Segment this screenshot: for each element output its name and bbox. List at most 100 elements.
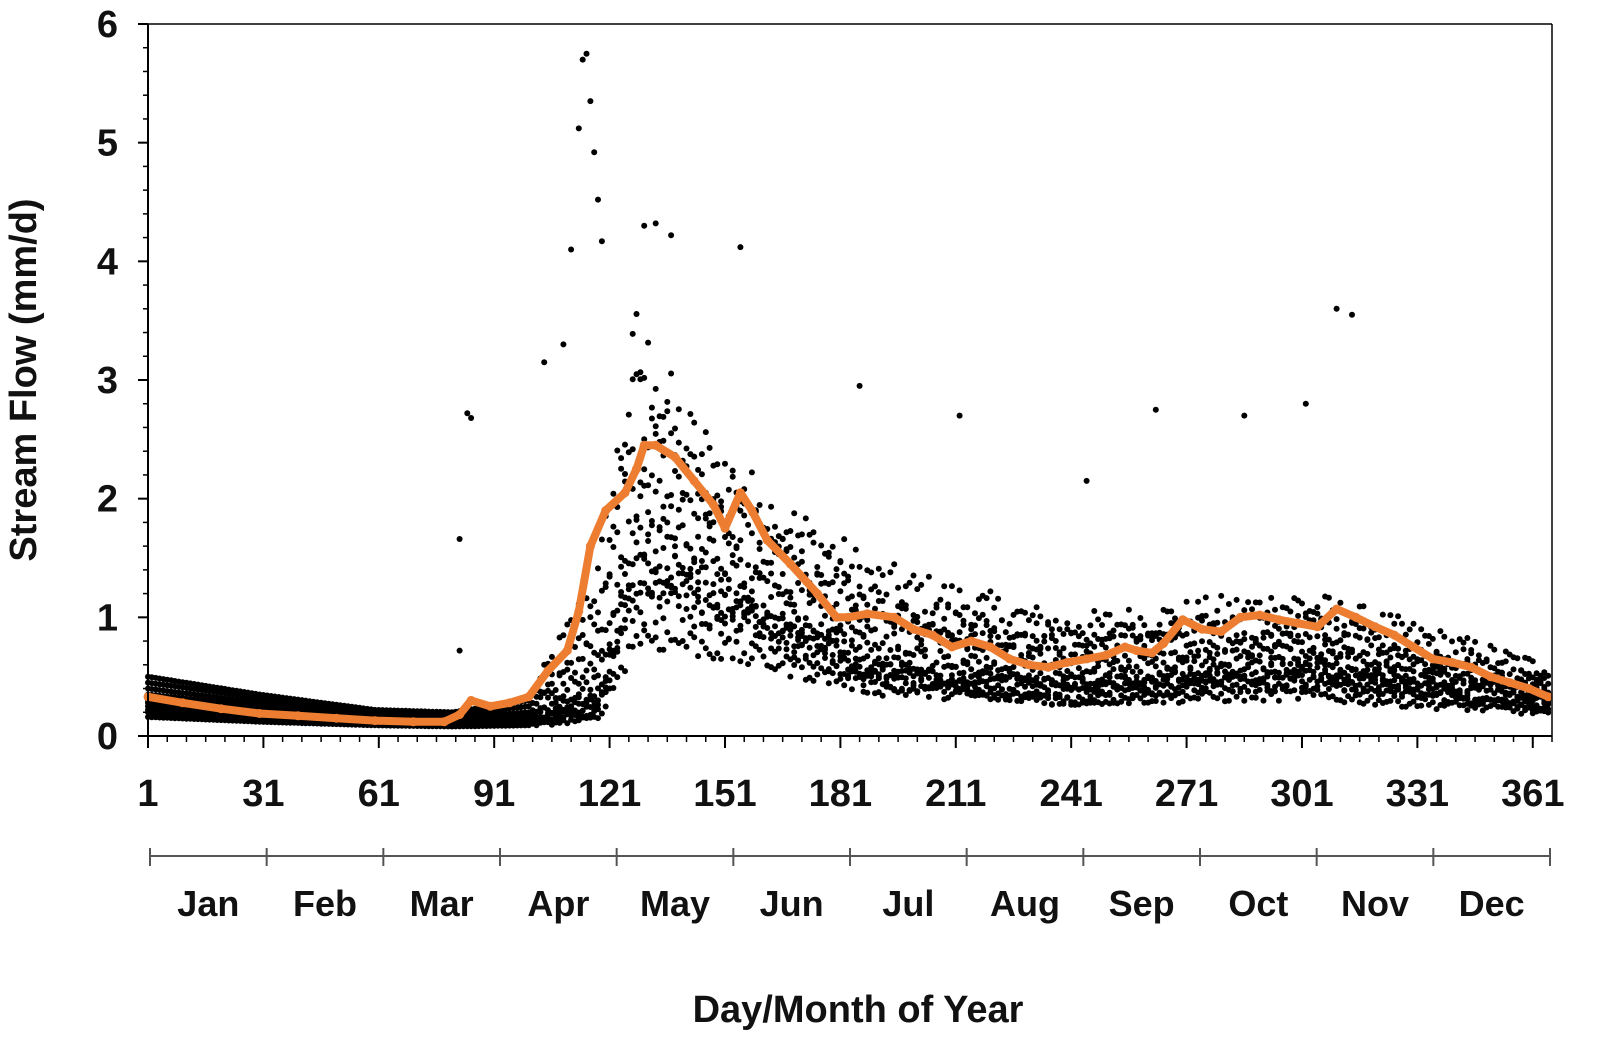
observation-point — [683, 643, 690, 650]
observation-point — [1364, 697, 1371, 704]
observation-point — [895, 584, 902, 591]
observation-point — [810, 663, 817, 670]
observation-point — [798, 587, 805, 594]
observation-point — [552, 699, 559, 706]
mean-flow-point — [1132, 646, 1142, 656]
observation-point — [902, 692, 909, 698]
observation-point — [829, 652, 836, 658]
observation-point — [833, 642, 840, 649]
observation-point — [1375, 661, 1382, 668]
observation-point — [718, 609, 725, 616]
observation-point — [729, 552, 736, 559]
observation-point — [806, 591, 813, 598]
observation-point — [1191, 653, 1198, 660]
observation-point — [1333, 683, 1340, 689]
observation-point — [737, 658, 744, 665]
observation-point — [591, 666, 598, 673]
observation-point — [1164, 680, 1171, 687]
observation-point — [1306, 634, 1313, 641]
observation-point — [1183, 598, 1190, 605]
observation-point — [664, 519, 671, 526]
observation-point — [595, 715, 601, 722]
observation-peak-point — [1333, 305, 1340, 312]
observation-point — [779, 610, 786, 617]
observation-point — [837, 588, 844, 595]
observation-point — [895, 654, 902, 661]
observation-point — [1225, 636, 1232, 643]
observation-point — [822, 650, 828, 657]
observation-point — [918, 581, 925, 588]
observation-point — [1249, 678, 1255, 685]
observation-point — [1022, 609, 1028, 616]
observation-point — [1437, 628, 1444, 635]
observation-point — [964, 646, 971, 653]
observation-peak-point — [1152, 406, 1159, 413]
mean-flow-point — [1159, 638, 1168, 648]
observation-point — [1010, 686, 1017, 693]
observation-point — [1464, 692, 1471, 699]
observation-point — [1114, 657, 1121, 664]
observation-point — [937, 648, 944, 654]
observation-point — [598, 689, 605, 696]
observation-point — [779, 634, 786, 641]
observation-point — [629, 597, 636, 604]
mean-flow-point — [720, 523, 730, 533]
observation-point — [583, 667, 590, 674]
observation-point — [1141, 655, 1148, 662]
observation-point — [1425, 668, 1432, 675]
observation-point — [1249, 653, 1255, 660]
observation-point — [806, 659, 813, 666]
observation-point — [629, 643, 636, 650]
observation-point — [848, 624, 855, 631]
observation-point — [652, 634, 659, 641]
x-ticks-group: 1 31 61 91 121 151 181 211 241 271 301 331 361 — [137, 736, 1564, 815]
observation-point — [798, 664, 805, 671]
observation-point — [1033, 674, 1040, 681]
observation-point — [848, 686, 855, 693]
observation-point — [733, 562, 740, 569]
observation-point — [1391, 620, 1398, 627]
observation-point — [1060, 680, 1067, 687]
observation-point — [879, 692, 886, 699]
observation-point — [922, 653, 928, 660]
observation-point — [691, 510, 698, 517]
observation-point — [1256, 658, 1263, 665]
observation-point — [537, 709, 544, 715]
month-label: Jun — [760, 883, 824, 924]
observation-point — [1460, 639, 1467, 646]
observation-point — [1299, 639, 1305, 646]
observation-point — [1172, 667, 1178, 674]
observation-point — [979, 630, 986, 637]
observation-point — [614, 638, 621, 645]
observation-point — [1399, 691, 1405, 698]
observation-point — [802, 655, 809, 662]
month-label: Aug — [990, 883, 1060, 924]
observation-point — [1391, 642, 1398, 649]
observation-point — [772, 523, 778, 530]
observation-point — [1206, 649, 1213, 656]
observation-point — [1075, 686, 1082, 693]
observation-point — [822, 644, 828, 651]
observation-point — [722, 639, 728, 646]
observation-peak-point — [737, 244, 744, 251]
observation-point — [1129, 632, 1136, 639]
observation-point — [710, 590, 717, 597]
observation-point — [1437, 671, 1444, 678]
observation-point — [752, 623, 759, 630]
observation-point — [825, 553, 832, 560]
observation-point — [914, 619, 921, 626]
observation-point — [1314, 686, 1321, 693]
observation-point — [1125, 696, 1132, 703]
observation-point — [1225, 601, 1232, 607]
observation-point — [687, 411, 694, 417]
observation-point — [675, 439, 682, 446]
observation-point — [825, 640, 832, 647]
observation-point — [587, 686, 594, 693]
observation-point — [1264, 673, 1271, 680]
observation-point — [1060, 700, 1067, 707]
observation-point — [572, 669, 578, 676]
observation-point — [1325, 686, 1332, 692]
mean-flow-point — [1524, 684, 1534, 693]
observation-point — [1195, 598, 1202, 605]
mean-flow-point — [1062, 657, 1072, 667]
